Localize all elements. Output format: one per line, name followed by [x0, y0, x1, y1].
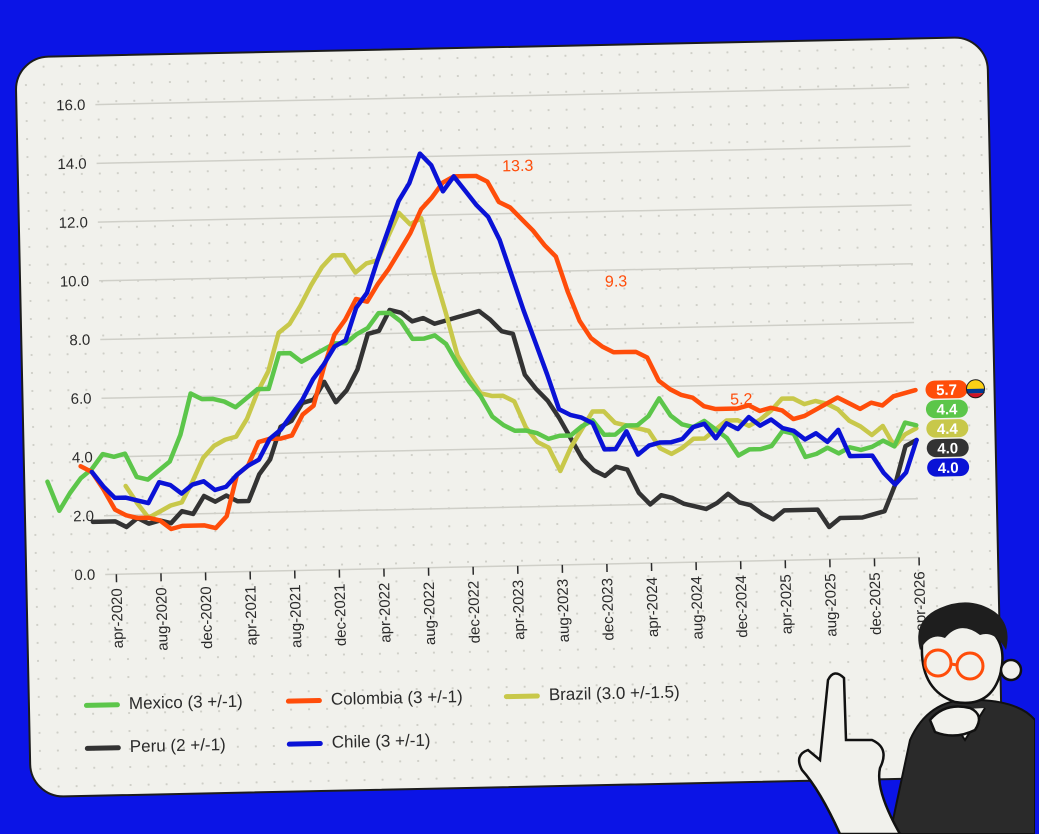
legend-item-colombia[interactable]: Colombia (3 +/-1)	[285, 687, 463, 711]
glasses-right-lens-icon	[955, 651, 985, 681]
end-label-badge	[925, 380, 968, 399]
legend-label: Chile (3 +/-1)	[331, 730, 431, 752]
line-chart: 0.0 2.0 4.0 6.0 8.0 10.0 12.0 14.0 16.0 apr-2020…	[45, 86, 986, 651]
end-label-value: 4.0	[937, 440, 958, 457]
annotation-label: 5.2	[730, 391, 753, 408]
end-label-value: 4.0	[938, 460, 959, 477]
gridline	[97, 204, 912, 223]
legend-label: Colombia (3 +/-1)	[330, 687, 463, 709]
y-tick-label: 4.0	[72, 449, 93, 466]
legend-label: Brazil (3.0 +/-1.5)	[548, 682, 680, 705]
ear-icon	[999, 658, 1023, 682]
y-tick-label: 14.0	[57, 156, 87, 174]
x-tick-label: apr-2026	[911, 571, 929, 631]
x-tick-label: dec-2024	[733, 575, 751, 638]
x-tick-label: apr-2021	[242, 585, 260, 645]
y-tick-label: 0.0	[74, 567, 95, 584]
pointing-hand-icon	[797, 672, 902, 834]
x-tick-label: aug-2021	[287, 584, 305, 648]
colombia-flag-icon	[966, 379, 986, 399]
y-tick-label: 8.0	[69, 332, 90, 349]
end-label-value: 4.4	[936, 401, 958, 418]
glasses-bridge-icon	[950, 662, 958, 667]
legend-swatch-mexico	[83, 701, 120, 708]
legend-item-peru[interactable]: Peru (2 +/-1)	[84, 735, 226, 758]
x-tick-label: apr-2025	[778, 574, 796, 634]
y-tick-label: 2.0	[73, 508, 94, 525]
hair-icon	[918, 602, 1008, 650]
gridline	[96, 145, 911, 165]
end-label-badge	[926, 419, 969, 438]
series-line-colombia	[78, 173, 918, 532]
legend-swatch-chile	[286, 740, 323, 747]
series-line-chile	[89, 151, 919, 506]
annotations: 13.3 9.3 5.2	[502, 158, 753, 409]
x-tick-label: dec-2021	[332, 583, 350, 646]
x-tick-label: aug-2023	[555, 579, 573, 643]
legend-label: Peru (2 +/-1)	[129, 735, 226, 757]
legend-swatch-colombia	[285, 697, 322, 704]
legend-swatch-peru	[84, 744, 121, 751]
y-tick-label: 6.0	[70, 390, 91, 407]
y-axis: 0.0 2.0 4.0 6.0 8.0 10.0 12.0 14.0 16.0	[56, 97, 95, 584]
gridline	[95, 86, 910, 106]
glasses-left-lens-icon	[923, 648, 953, 678]
annotation-label: 13.3	[502, 158, 534, 176]
legend-item-brazil[interactable]: Brazil (3.0 +/-1.5)	[503, 682, 680, 706]
x-tick-label: dec-2023	[599, 578, 617, 641]
y-tick-label: 16.0	[56, 97, 86, 115]
end-label-value: 5.7	[936, 382, 957, 399]
legend-item-chile[interactable]: Chile (3 +/-1)	[286, 730, 431, 754]
x-tick-label: aug-2024	[688, 576, 706, 640]
series-line-brazil	[123, 210, 919, 521]
x-tick-label: dec-2025	[867, 572, 885, 635]
end-label-badge	[927, 458, 970, 477]
gridline	[102, 439, 917, 458]
gridline	[101, 380, 916, 400]
thinking-person-illustration	[797, 602, 1035, 834]
series-lines	[45, 151, 919, 532]
annotation-label: 9.3	[605, 273, 628, 290]
x-axis: apr-2020 aug-2020 dec-2020 apr-2021 aug-2021…	[109, 557, 930, 651]
end-labels: 5.7 4.4 4.4 4.0 4.0	[925, 379, 986, 477]
end-label-badge	[925, 399, 968, 419]
legend-swatch-brazil	[503, 692, 540, 699]
end-label-value: 4.4	[937, 421, 959, 438]
legend-item-mexico[interactable]: Mexico (3 +/-1)	[83, 691, 243, 715]
end-label-badge	[926, 438, 969, 458]
x-tick-label: apr-2022	[376, 582, 394, 642]
chart-card: 0.0 2.0 4.0 6.0 8.0 10.0 12.0 14.0 16.0 apr-2020…	[14, 35, 1004, 799]
y-tick-label: 12.0	[58, 214, 88, 232]
gridline	[99, 263, 913, 282]
x-tick-label: apr-2024	[644, 577, 662, 637]
x-tick-label: apr-2023	[510, 580, 528, 640]
x-tick-label: apr-2020	[109, 588, 127, 648]
x-tick-label: aug-2020	[153, 587, 171, 651]
x-tick-label: dec-2022	[465, 581, 483, 644]
x-tick-label: aug-2025	[822, 573, 840, 637]
x-tick-label: dec-2020	[198, 586, 216, 649]
gridline	[105, 556, 920, 576]
legend-label: Mexico (3 +/-1)	[128, 691, 243, 714]
chin-hand-icon	[928, 705, 981, 737]
series-line-mexico	[45, 310, 919, 514]
x-tick-label: aug-2022	[421, 582, 439, 646]
y-tick-label: 10.0	[60, 273, 90, 291]
gridline	[103, 497, 918, 517]
